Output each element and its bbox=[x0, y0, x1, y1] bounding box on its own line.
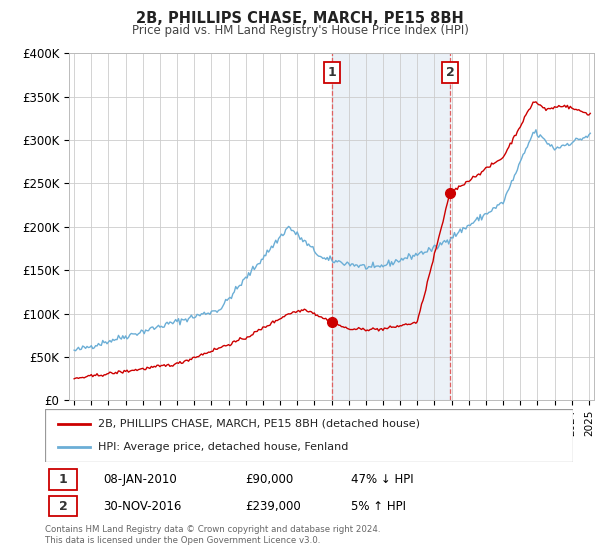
Text: 08-JAN-2010: 08-JAN-2010 bbox=[103, 473, 177, 486]
Text: 2B, PHILLIPS CHASE, MARCH, PE15 8BH: 2B, PHILLIPS CHASE, MARCH, PE15 8BH bbox=[136, 11, 464, 26]
Text: 1: 1 bbox=[328, 66, 337, 79]
Bar bbox=[49, 469, 77, 490]
Bar bbox=[49, 496, 77, 516]
Text: £90,000: £90,000 bbox=[245, 473, 294, 486]
Text: 30-NOV-2016: 30-NOV-2016 bbox=[103, 500, 181, 512]
Text: 5% ↑ HPI: 5% ↑ HPI bbox=[351, 500, 406, 512]
Text: 2: 2 bbox=[446, 66, 455, 79]
Text: 47% ↓ HPI: 47% ↓ HPI bbox=[351, 473, 414, 486]
Text: HPI: Average price, detached house, Fenland: HPI: Average price, detached house, Fenl… bbox=[98, 442, 348, 452]
Text: £239,000: £239,000 bbox=[245, 500, 301, 512]
Text: Contains HM Land Registry data © Crown copyright and database right 2024.
This d: Contains HM Land Registry data © Crown c… bbox=[45, 525, 380, 545]
Text: Price paid vs. HM Land Registry's House Price Index (HPI): Price paid vs. HM Land Registry's House … bbox=[131, 24, 469, 36]
Text: 2B, PHILLIPS CHASE, MARCH, PE15 8BH (detached house): 2B, PHILLIPS CHASE, MARCH, PE15 8BH (det… bbox=[98, 419, 420, 429]
Text: 1: 1 bbox=[59, 473, 67, 486]
Text: 2: 2 bbox=[59, 500, 67, 512]
Bar bbox=[332, 53, 450, 400]
